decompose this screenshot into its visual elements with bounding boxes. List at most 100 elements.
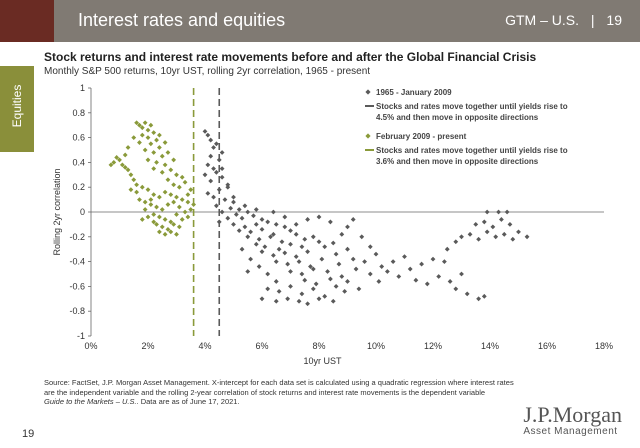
point-pre-2009 <box>501 231 507 237</box>
point-post-2009 <box>179 197 185 202</box>
point-post-2009 <box>159 207 165 212</box>
point-post-2009 <box>168 167 174 173</box>
section-tab-label: Equities <box>10 84 24 128</box>
point-pre-2009 <box>239 215 245 221</box>
y-tick-label: -0.8 <box>69 306 85 316</box>
point-pre-2009 <box>524 234 530 240</box>
point-pre-2009 <box>390 259 396 264</box>
point-post-2009 <box>157 194 162 200</box>
point-post-2009 <box>176 184 182 190</box>
y-axis-label: Rolling 2yr correlation <box>52 168 62 255</box>
point-post-2009 <box>159 224 165 230</box>
point-pre-2009 <box>379 264 385 269</box>
point-pre-2009 <box>322 244 328 250</box>
point-pre-2009 <box>496 209 501 215</box>
point-post-2009 <box>174 212 179 217</box>
point-pre-2009 <box>413 277 419 283</box>
point-pre-2009 <box>219 209 225 215</box>
point-post-2009 <box>151 150 157 155</box>
y-tick-label: 0.8 <box>72 108 85 118</box>
legend-marker <box>365 89 371 95</box>
point-pre-2009 <box>288 269 293 274</box>
point-pre-2009 <box>350 256 356 262</box>
point-pre-2009 <box>276 288 282 294</box>
x-tick-label: 8% <box>312 341 325 351</box>
point-post-2009 <box>125 167 131 173</box>
point-post-2009 <box>142 207 148 212</box>
point-pre-2009 <box>288 284 293 289</box>
point-pre-2009 <box>342 288 348 294</box>
point-pre-2009 <box>510 236 516 242</box>
page-number: 19 <box>22 428 35 440</box>
point-post-2009 <box>122 164 128 170</box>
point-post-2009 <box>114 155 120 160</box>
point-pre-2009 <box>265 286 271 292</box>
point-pre-2009 <box>259 296 265 302</box>
point-post-2009 <box>111 160 117 165</box>
point-post-2009 <box>174 194 179 200</box>
point-pre-2009 <box>310 266 316 272</box>
page-badge: 19 <box>606 12 622 28</box>
point-post-2009 <box>171 157 177 163</box>
point-post-2009 <box>191 202 196 207</box>
point-post-2009 <box>182 179 188 185</box>
point-pre-2009 <box>233 212 239 217</box>
point-pre-2009 <box>424 281 430 287</box>
point-pre-2009 <box>436 274 442 279</box>
point-pre-2009 <box>285 261 291 267</box>
point-pre-2009 <box>459 271 464 277</box>
point-pre-2009 <box>330 298 336 304</box>
point-pre-2009 <box>282 250 288 256</box>
section-tab[interactable]: Equities <box>0 66 34 152</box>
point-pre-2009 <box>442 259 447 264</box>
guide-label: GTM – U.S. <box>505 12 579 28</box>
point-pre-2009 <box>231 199 236 205</box>
point-pre-2009 <box>467 231 473 237</box>
point-pre-2009 <box>253 241 259 247</box>
point-post-2009 <box>171 182 177 188</box>
point-pre-2009 <box>339 274 345 279</box>
point-post-2009 <box>154 222 159 227</box>
point-pre-2009 <box>430 256 436 262</box>
point-post-2009 <box>185 214 191 220</box>
point-post-2009 <box>151 212 157 217</box>
point-post-2009 <box>162 162 168 168</box>
point-post-2009 <box>145 135 151 140</box>
point-pre-2009 <box>350 217 356 222</box>
y-tick-label: -1 <box>77 331 85 341</box>
point-pre-2009 <box>328 219 333 225</box>
point-post-2009 <box>182 209 188 215</box>
point-pre-2009 <box>484 209 490 215</box>
point-pre-2009 <box>359 234 365 240</box>
point-pre-2009 <box>333 251 339 257</box>
point-post-2009 <box>137 197 142 202</box>
point-pre-2009 <box>293 222 299 227</box>
point-pre-2009 <box>248 256 253 262</box>
point-post-2009 <box>162 231 168 237</box>
x-tick-label: 12% <box>424 341 442 351</box>
point-pre-2009 <box>476 296 481 302</box>
point-pre-2009 <box>245 269 251 274</box>
point-pre-2009 <box>453 239 459 245</box>
point-pre-2009 <box>256 264 262 269</box>
point-pre-2009 <box>242 224 248 230</box>
point-pre-2009 <box>316 239 322 245</box>
point-pre-2009 <box>279 239 285 245</box>
point-pre-2009 <box>367 244 373 250</box>
point-pre-2009 <box>504 209 510 215</box>
point-pre-2009 <box>345 246 350 252</box>
point-post-2009 <box>131 177 137 183</box>
point-pre-2009 <box>251 213 256 219</box>
point-pre-2009 <box>231 194 236 200</box>
point-pre-2009 <box>385 269 390 274</box>
point-pre-2009 <box>376 279 382 284</box>
point-pre-2009 <box>296 298 302 304</box>
point-pre-2009 <box>276 246 282 252</box>
point-pre-2009 <box>302 277 308 283</box>
point-post-2009 <box>134 182 139 188</box>
legend-marker <box>365 133 371 139</box>
y-tick-label: -0.6 <box>69 281 85 291</box>
point-post-2009 <box>145 187 151 193</box>
point-post-2009 <box>151 166 157 171</box>
point-post-2009 <box>108 162 114 168</box>
